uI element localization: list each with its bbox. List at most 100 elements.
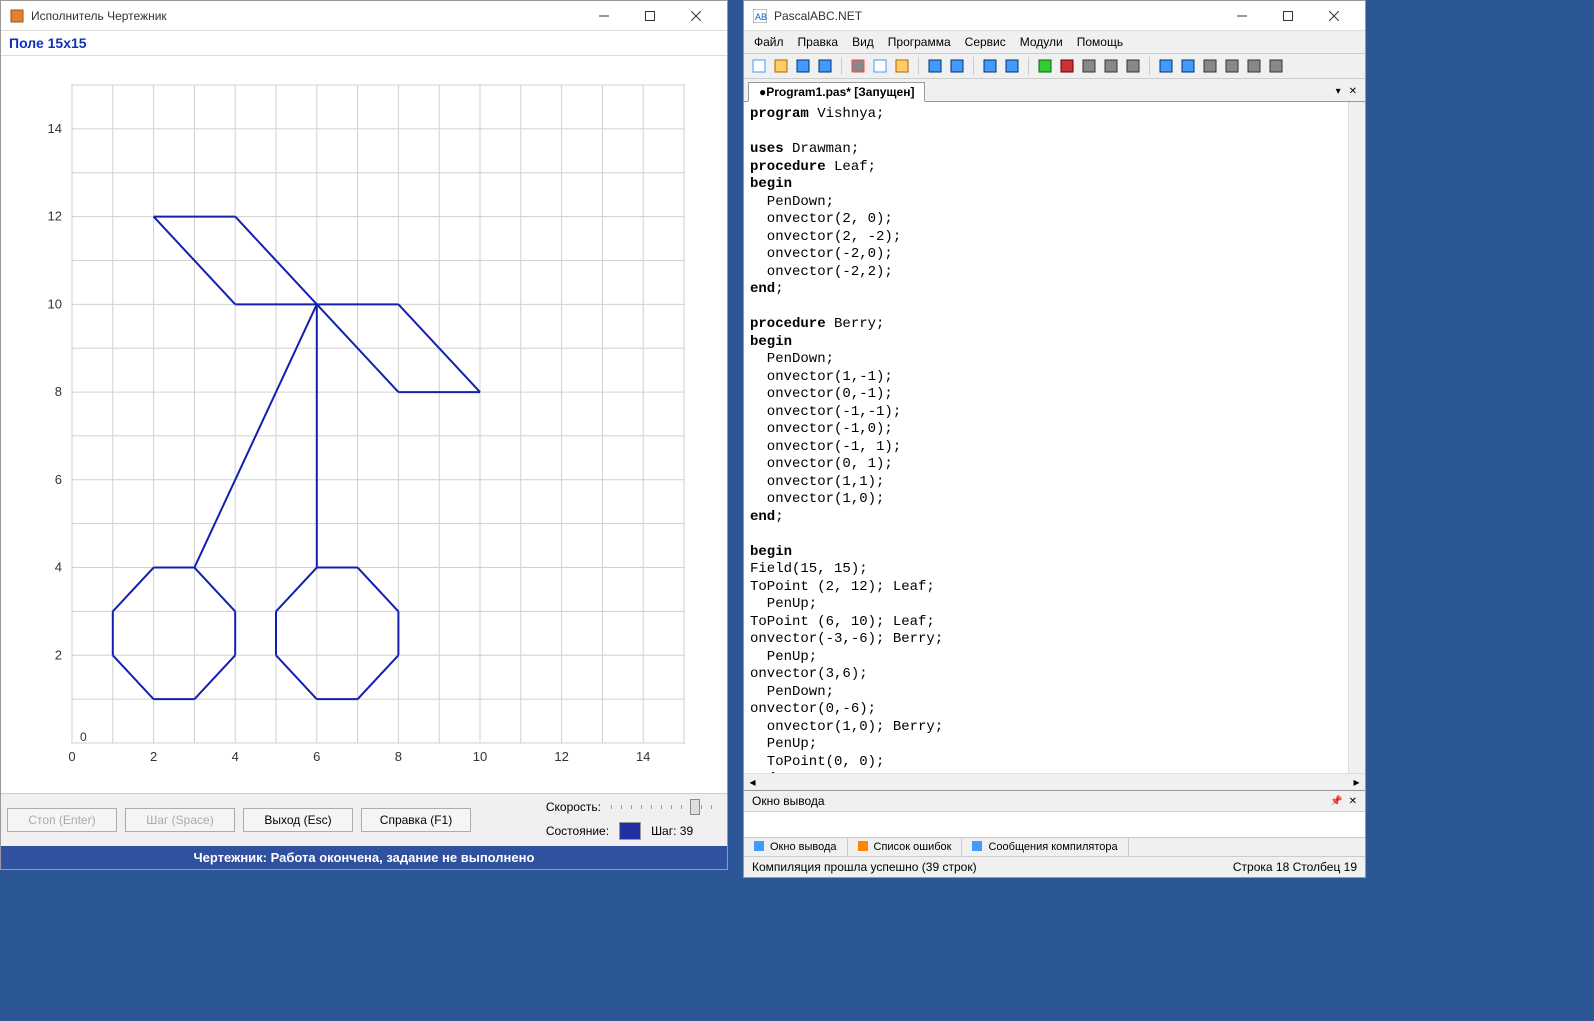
nav-fwd-icon[interactable]: [1003, 57, 1021, 75]
bottom-tab-icon: [754, 841, 766, 853]
nav-back-icon[interactable]: [981, 57, 999, 75]
drawer-title: Исполнитель Чертежник: [31, 9, 581, 23]
svg-text:0: 0: [80, 730, 87, 744]
output-pin-icon[interactable]: 📌: [1330, 796, 1342, 807]
drawer-titlebar[interactable]: Исполнитель Чертежник: [1, 1, 727, 31]
state-label: Состояние:: [546, 824, 609, 838]
svg-text:4: 4: [55, 559, 62, 574]
exit-button[interactable]: Выход (Esc): [243, 808, 353, 832]
svg-text:2: 2: [55, 647, 62, 662]
right-controls: Скорость: Состояние: Шаг: 39: [546, 800, 721, 840]
bottom-tab-0[interactable]: Окно вывода: [744, 838, 848, 856]
output-body: [744, 812, 1365, 838]
svg-text:10: 10: [48, 296, 62, 311]
svg-text:6: 6: [55, 471, 62, 486]
step-out-icon[interactable]: [1124, 57, 1142, 75]
ide-bottom-tabs: Окно выводаСписок ошибокСообщения компил…: [744, 838, 1365, 856]
save-icon[interactable]: [794, 57, 812, 75]
hscroll-right-icon[interactable]: ▸: [1348, 775, 1365, 789]
redo-icon[interactable]: [948, 57, 966, 75]
tool1-icon[interactable]: [1201, 57, 1219, 75]
open-file-icon[interactable]: [772, 57, 790, 75]
tool4-icon[interactable]: [1267, 57, 1285, 75]
svg-text:AB: AB: [755, 12, 767, 22]
minimize-button[interactable]: [581, 1, 627, 31]
svg-text:4: 4: [232, 749, 239, 764]
undo-icon[interactable]: [926, 57, 944, 75]
menu-правка[interactable]: Правка: [798, 35, 839, 49]
compile-status: Компиляция прошла успешно (39 строк): [752, 860, 977, 874]
hscroll-left-icon[interactable]: ◂: [744, 775, 761, 789]
maximize-button[interactable]: [627, 1, 673, 31]
menu-вид[interactable]: Вид: [852, 35, 874, 49]
menu-сервис[interactable]: Сервис: [965, 35, 1006, 49]
horizontal-scrollbar[interactable]: ◂ ▸: [744, 773, 1365, 790]
ide-app-icon: AB: [752, 8, 768, 24]
bottom-tab-icon: [972, 841, 984, 853]
app-icon: [9, 8, 25, 24]
menu-модули[interactable]: Модули: [1020, 35, 1063, 49]
tab-program1[interactable]: ●Program1.pas* [Запущен]: [748, 82, 925, 102]
new-file-icon[interactable]: [750, 57, 768, 75]
output-title: Окно вывода: [752, 794, 825, 808]
svg-text:10: 10: [473, 749, 487, 764]
speed-slider[interactable]: [611, 805, 721, 809]
bottom-tab-1[interactable]: Список ошибок: [848, 838, 963, 856]
state-swatch: [619, 822, 641, 840]
ide-maximize-button[interactable]: [1265, 1, 1311, 31]
svg-text:14: 14: [48, 120, 62, 135]
run-icon[interactable]: [1036, 57, 1054, 75]
tab-close-icon[interactable]: ✕: [1345, 86, 1361, 97]
menu-программа[interactable]: Программа: [888, 35, 951, 49]
ide-title: PascalABC.NET: [774, 9, 1219, 23]
svg-text:8: 8: [55, 384, 62, 399]
tool3-icon[interactable]: [1245, 57, 1263, 75]
svg-text:12: 12: [554, 749, 568, 764]
cursor-position: Строка 18 Столбец 19: [1233, 860, 1357, 874]
ide-window: AB PascalABC.NET Файл Правка Вид Программа С…: [743, 0, 1366, 878]
svg-text:12: 12: [48, 208, 62, 223]
status-strip: Чертежник: Работа окончена, задание не в…: [1, 846, 727, 869]
bottom-tab-2[interactable]: Сообщения компилятора: [962, 838, 1128, 856]
ide-toolbar: [744, 54, 1365, 79]
code-editor[interactable]: program Vishnya; uses Drawman; procedure…: [744, 102, 1348, 773]
help-button[interactable]: Справка (F1): [361, 808, 471, 832]
stop-run-icon[interactable]: [1058, 57, 1076, 75]
tool2-icon[interactable]: [1223, 57, 1241, 75]
tab-dropdown-icon[interactable]: ▾: [1332, 86, 1345, 97]
step-button[interactable]: Шаг (Space): [125, 808, 235, 832]
step-count: Шаг: 39: [651, 824, 693, 838]
drawer-window: Исполнитель Чертежник Поле 15x15 0 2 4 6 8 10…: [0, 0, 728, 870]
stop-button[interactable]: Стоп (Enter): [7, 808, 117, 832]
plot-svg: 0 2 4 6 8 10 12 14 2 4 6 8 10 12 14 0: [24, 65, 704, 785]
code-row: program Vishnya; uses Drawman; procedure…: [744, 102, 1365, 773]
menu-файл[interactable]: Файл: [754, 35, 784, 49]
cut-icon[interactable]: [849, 57, 867, 75]
window2-icon[interactable]: [1179, 57, 1197, 75]
drawing-canvas: 0 2 4 6 8 10 12 14 2 4 6 8 10 12 14 0: [1, 56, 727, 793]
svg-text:2: 2: [150, 749, 157, 764]
ide-titlebar[interactable]: AB PascalABC.NET: [744, 1, 1365, 31]
trace-into-icon[interactable]: [1080, 57, 1098, 75]
close-button[interactable]: [673, 1, 719, 31]
ide-close-button[interactable]: [1311, 1, 1357, 31]
window-controls: [581, 1, 719, 31]
svg-text:0: 0: [68, 749, 75, 764]
slider-thumb[interactable]: [690, 799, 700, 815]
window1-icon[interactable]: [1157, 57, 1175, 75]
output-panel-header[interactable]: Окно вывода 📌 ✕: [744, 790, 1365, 812]
ide-minimize-button[interactable]: [1219, 1, 1265, 31]
output-close-icon[interactable]: ✕: [1349, 796, 1357, 807]
svg-text:8: 8: [395, 749, 402, 764]
copy-icon[interactable]: [871, 57, 889, 75]
vertical-scrollbar[interactable]: [1348, 102, 1365, 773]
svg-text:14: 14: [636, 749, 650, 764]
save-all-icon[interactable]: [816, 57, 834, 75]
step-over-icon[interactable]: [1102, 57, 1120, 75]
menu-помощь[interactable]: Помощь: [1077, 35, 1123, 49]
svg-text:6: 6: [313, 749, 320, 764]
paste-icon[interactable]: [893, 57, 911, 75]
field-size-label: Поле 15x15: [1, 31, 727, 56]
control-panel: Стоп (Enter) Шаг (Space) Выход (Esc) Спр…: [1, 793, 727, 846]
ide-menubar: Файл Правка Вид Программа Сервис Модули Помощь: [744, 31, 1365, 54]
